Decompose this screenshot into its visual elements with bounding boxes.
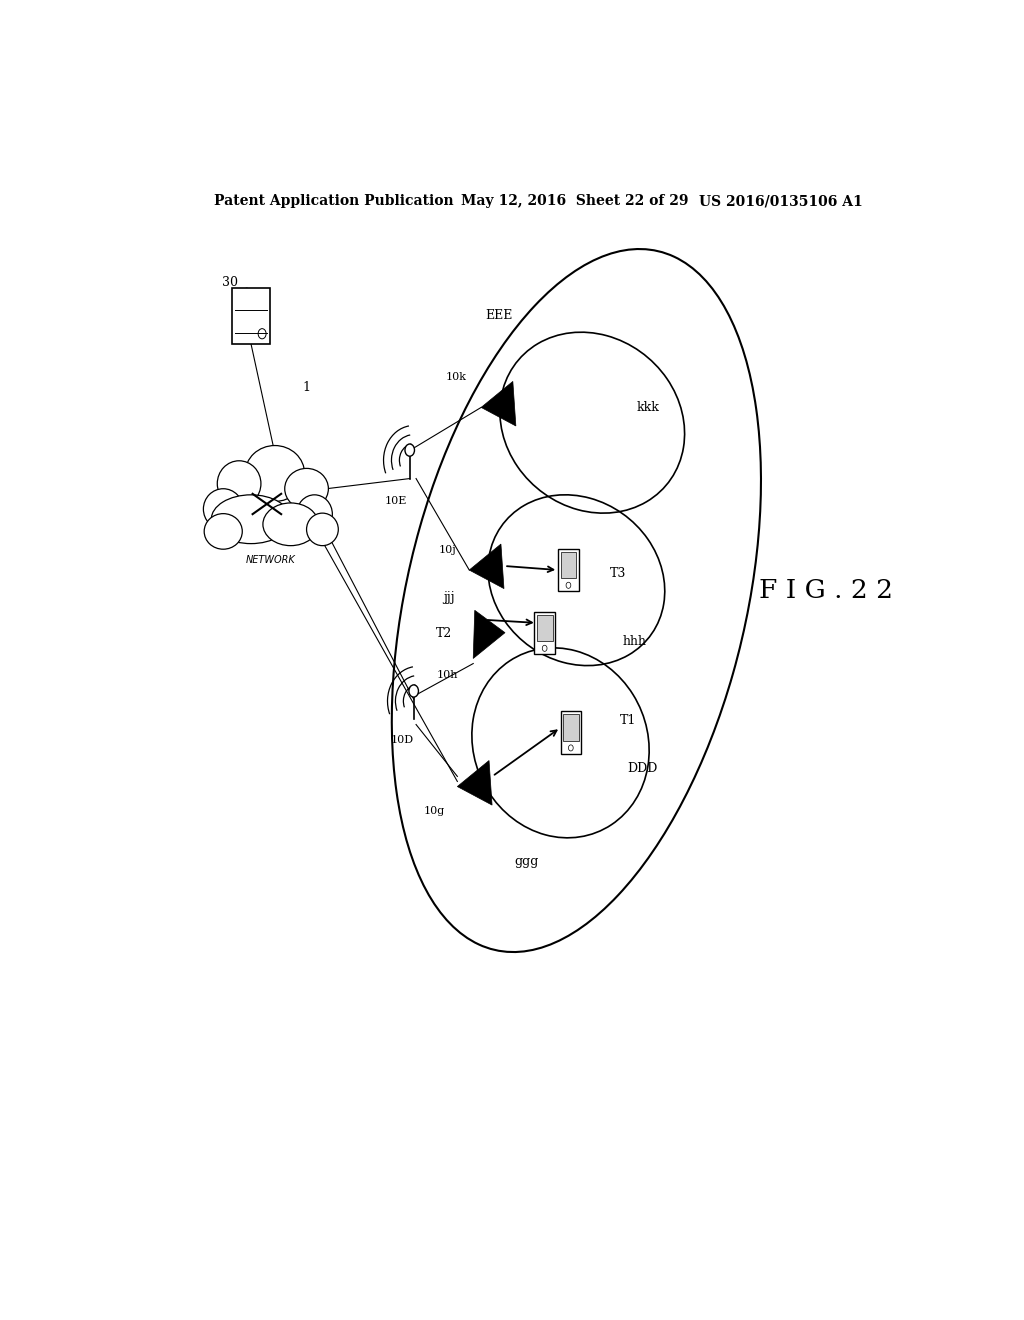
Text: 10j: 10j [438,545,456,554]
Text: NETWORK: NETWORK [246,554,296,565]
Text: Patent Application Publication: Patent Application Publication [214,194,454,209]
Ellipse shape [204,488,243,529]
Text: 10k: 10k [445,372,466,381]
Bar [560,552,577,578]
Ellipse shape [263,503,318,545]
Circle shape [404,444,415,457]
Text: May 12, 2016  Sheet 22 of 29: May 12, 2016 Sheet 22 of 29 [461,194,689,209]
Bar [563,714,579,741]
Ellipse shape [245,446,304,502]
Text: 10E: 10E [385,496,408,506]
Text: T2: T2 [436,627,452,640]
Text: 1: 1 [302,380,310,393]
Ellipse shape [306,513,338,545]
Text: jjj: jjj [443,591,456,605]
Text: hhh: hhh [623,635,646,648]
Text: DDD: DDD [627,762,657,775]
Bar [558,549,579,591]
Polygon shape [473,610,505,659]
Text: EEE: EEE [485,309,513,322]
Ellipse shape [211,495,291,544]
Text: T3: T3 [610,566,627,579]
Bar [232,288,270,345]
Circle shape [409,685,419,697]
Polygon shape [458,760,493,805]
Text: T1: T1 [620,714,636,727]
Ellipse shape [204,513,243,549]
Text: 30: 30 [221,276,238,289]
Text: 10D: 10D [391,735,414,744]
Text: 10g: 10g [424,807,445,816]
Polygon shape [469,544,504,589]
Text: US 2016/0135106 A1: US 2016/0135106 A1 [699,194,863,209]
Bar [537,615,553,642]
Text: ggg: ggg [514,855,539,869]
Ellipse shape [217,461,261,507]
Bar [535,611,555,655]
Ellipse shape [297,495,333,533]
Text: F I G . 2 2: F I G . 2 2 [760,578,893,603]
Ellipse shape [285,469,329,510]
Polygon shape [481,381,516,426]
Text: kkk: kkk [636,401,659,414]
Bar [560,711,582,754]
Text: 10h: 10h [436,669,458,680]
